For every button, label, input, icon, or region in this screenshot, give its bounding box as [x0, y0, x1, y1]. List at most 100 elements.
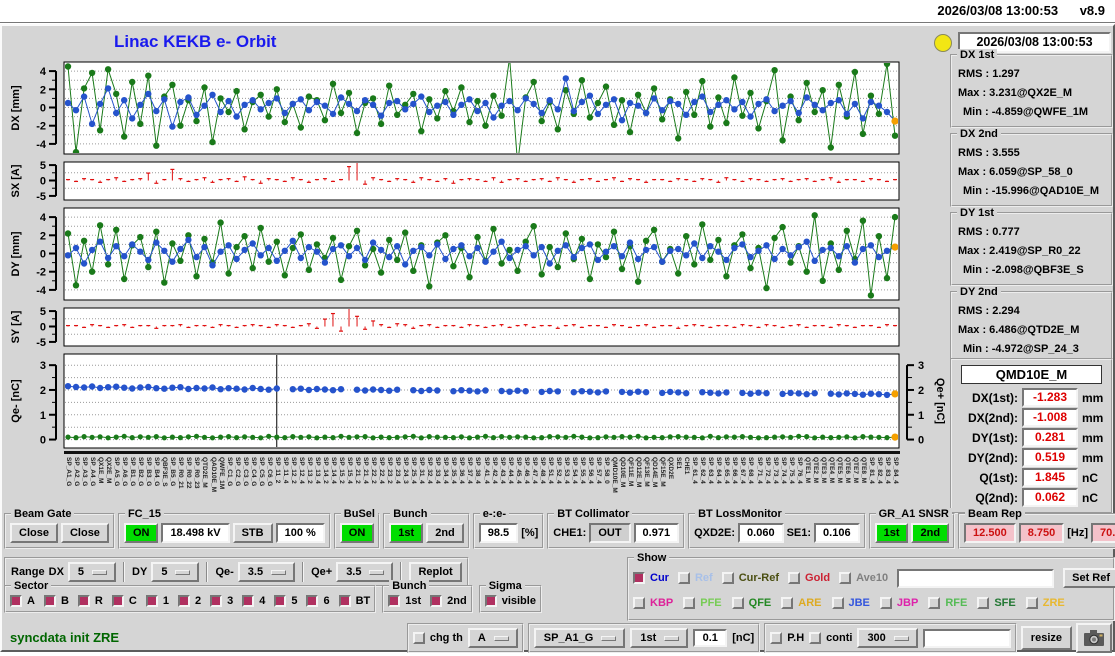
group-label-gr-a1-snsr: GR_A1 SNSR — [875, 508, 952, 520]
close-button[interactable]: Close — [10, 523, 58, 543]
bpm-label: SP_74_4 — [779, 457, 787, 484]
bpm-label: SP_R0_23 — [193, 457, 201, 489]
show-checkbox-jbp[interactable]: JBP — [879, 597, 918, 609]
on-button[interactable]: ON — [339, 523, 375, 543]
sector-checkbox-5[interactable]: 5 — [274, 595, 297, 607]
points-select[interactable]: 300 — [857, 628, 918, 648]
checkbox-icon — [306, 595, 319, 607]
show-checkbox-kbp-label: KBP — [650, 597, 674, 609]
close-button[interactable]: Close — [60, 523, 109, 543]
ref-name-input[interactable] — [897, 568, 1055, 588]
bpm-label: SP_42_4 — [490, 457, 498, 484]
show-checkbox-ave10[interactable]: Ave10 — [839, 572, 888, 584]
replot-button[interactable]: Replot — [409, 562, 462, 582]
checkbox-icon — [928, 597, 941, 609]
checkbox-icon — [977, 597, 990, 609]
stb-button[interactable]: STB — [232, 523, 273, 543]
sector-checkbox-r[interactable]: R — [77, 595, 103, 607]
2nd-button[interactable]: 2nd — [426, 523, 464, 543]
bpm-label: SP_A6_G — [121, 457, 129, 487]
show-checkbox-gold[interactable]: Gold — [788, 572, 830, 584]
status-lamp-icon — [934, 34, 952, 52]
show-checkbox-cur[interactable]: Cur — [633, 572, 669, 584]
app-version: v8.9 — [1079, 3, 1105, 18]
bpm-label-band: SP_A1_G SP_A2_G SP_A3_G SP_A4_G QX1E_M QX2E_M… — [64, 451, 900, 507]
checkbox-icon — [1025, 597, 1038, 609]
svg-text:4: 4 — [40, 212, 47, 224]
checkbox-icon — [145, 595, 158, 607]
show-checkbox-jbe[interactable]: JBE — [831, 597, 870, 609]
bpm-label: SP_52_4 — [554, 457, 562, 484]
option-menu-bar-icon — [493, 635, 509, 641]
bpm-label: SP_R0_22 — [185, 457, 193, 489]
range-qe-select[interactable]: 3.5 — [237, 562, 296, 582]
sector-checkbox-b[interactable]: B — [43, 595, 69, 607]
bpm-label: QF15E_M — [659, 457, 667, 487]
show-checkbox-pfe[interactable]: PFE — [683, 597, 722, 609]
resize-button[interactable]: resize — [1020, 626, 1072, 650]
2nd-button[interactable]: 2nd — [911, 523, 950, 543]
conti-checkbox[interactable]: conti — [809, 632, 852, 644]
svg-text:0: 0 — [40, 435, 46, 447]
range-dx-select[interactable]: 5 — [67, 562, 117, 582]
show-checkbox-sfe[interactable]: SFE — [977, 597, 1016, 609]
bpm-label: SP_23_4 — [394, 457, 402, 484]
sector-checkbox-c[interactable]: C — [111, 595, 137, 607]
bunch-select[interactable]: 1st — [630, 628, 689, 648]
monitor-value: 0.281 — [1022, 428, 1078, 447]
control-group-bt-collimator: BT Collimator CHE1: OUT 0.971 — [547, 508, 686, 549]
sector-checkbox-a[interactable]: A — [10, 595, 35, 607]
sector-checkbox-2[interactable]: 2 — [177, 595, 201, 607]
bunch-checkbox-2nd[interactable]: 2nd — [430, 595, 467, 607]
threshold-sector-select[interactable]: A — [467, 628, 518, 648]
checkbox-icon — [210, 595, 223, 607]
show-checkbox-jbe-label: JBE — [848, 597, 870, 609]
bpm-label: QTE5_M — [835, 457, 843, 484]
bpm-label: QX1E_M — [97, 457, 105, 484]
sigma-checkbox-visible[interactable]: visible — [484, 595, 536, 607]
sector-checkbox-4[interactable]: 4 — [242, 595, 265, 607]
bpm-select[interactable]: SP_A1_G — [533, 628, 626, 648]
svg-text:2: 2 — [40, 84, 46, 96]
monitor-value: -1.008 — [1022, 408, 1078, 427]
range-dy-select[interactable]: 5 — [151, 562, 200, 582]
show-checkbox-gold-label: Gold — [805, 572, 831, 584]
sector-checkbox-6[interactable]: 6 — [306, 595, 330, 607]
beam-rep-value-display: 12.500 — [964, 523, 1016, 543]
ph-checkbox[interactable]: P.H — [770, 632, 804, 644]
label-qxd2e: QXD2E: — [694, 527, 736, 539]
camera-button[interactable] — [1076, 623, 1112, 653]
show-checkbox-kbp[interactable]: KBP — [633, 597, 673, 609]
set-ref-button[interactable]: Set Ref — [1063, 568, 1115, 588]
svg-text:4: 4 — [40, 66, 47, 78]
bpm-label: SP_R0_21 — [177, 457, 185, 489]
show-checkbox-are[interactable]: ARE — [781, 597, 822, 609]
out-button[interactable]: OUT — [589, 523, 631, 543]
show-checkbox-qfe[interactable]: QFE — [731, 597, 771, 609]
sector-checkbox-bt[interactable]: BT — [338, 595, 370, 607]
sector-checkbox-1[interactable]: 1 — [145, 595, 169, 607]
bpm-label: SP_14_4 — [329, 457, 337, 484]
show-checkbox-ref[interactable]: Ref — [677, 572, 713, 584]
extra-input[interactable] — [922, 628, 1011, 648]
show-checkbox-zre[interactable]: ZRE — [1025, 597, 1065, 609]
bpm-label: SP_57_4 — [594, 457, 602, 484]
show-checkbox-cur-ref[interactable]: Cur-Ref — [721, 572, 779, 584]
1st-button[interactable]: 1st — [874, 523, 909, 543]
option-menu-bar-icon — [369, 569, 385, 575]
chg-th-checkbox[interactable]: chg th — [412, 632, 463, 644]
top-title-bar: 2026/03/08 13:00:53 v8.9 — [0, 0, 1115, 23]
1st-button[interactable]: 1st — [389, 523, 424, 543]
sector-checkbox-3[interactable]: 3 — [210, 595, 233, 607]
range-qe-select[interactable]: 3.5 — [336, 562, 394, 582]
stat-line-min: Min : -4.972@SP_24_3 — [963, 343, 1079, 355]
sector-checkbox-4-label: 4 — [259, 595, 266, 607]
bpm-label: QTE7_M — [851, 457, 859, 484]
show-checkbox-pfe-label: PFE — [700, 597, 722, 609]
show-checkbox-rfe[interactable]: RFE — [928, 597, 967, 609]
sector-checkbox-5-label: 5 — [291, 595, 298, 607]
on-button[interactable]: ON — [123, 523, 159, 543]
sector-group: Sector A B R C 1 2 3 4 5 6 BT — [4, 580, 377, 613]
sector-checkbox-r-label: R — [94, 595, 103, 607]
bunch-checkbox-1st[interactable]: 1st — [388, 595, 421, 607]
